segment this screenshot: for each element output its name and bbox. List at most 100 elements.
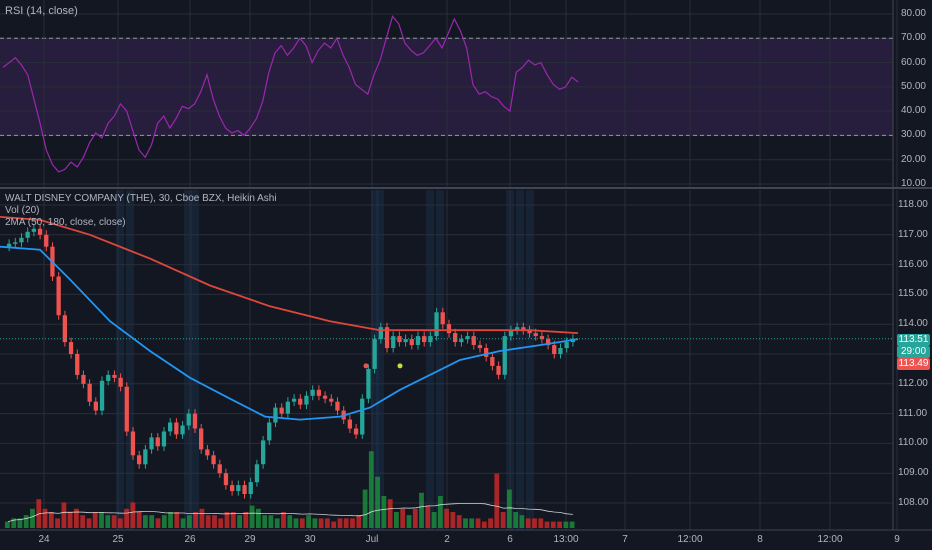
volume-bar bbox=[92, 512, 98, 528]
volume-bar bbox=[143, 515, 148, 528]
volume-bar bbox=[287, 515, 293, 528]
volume-bar bbox=[343, 518, 349, 528]
candle-body bbox=[304, 395, 309, 405]
candle-body bbox=[329, 398, 334, 402]
volume-bar bbox=[375, 476, 380, 528]
candle-body bbox=[62, 315, 67, 343]
volume-bar bbox=[563, 521, 569, 528]
volume-bar bbox=[180, 518, 186, 528]
candle-body bbox=[143, 449, 148, 465]
volume-bar bbox=[538, 518, 544, 528]
volume-bar bbox=[212, 515, 217, 528]
volume-ma-line bbox=[8, 503, 573, 522]
time-tick-label: 13:00 bbox=[553, 534, 579, 545]
candle-body bbox=[422, 336, 427, 343]
candle-body bbox=[403, 339, 408, 343]
volume-bar bbox=[5, 521, 10, 528]
volume-bar bbox=[450, 512, 456, 528]
volume-bar bbox=[30, 508, 35, 528]
volume-bar bbox=[381, 496, 387, 528]
candle-body bbox=[192, 413, 198, 429]
volume-bar bbox=[400, 508, 406, 528]
volume-bar bbox=[99, 512, 104, 528]
volume-bar bbox=[193, 512, 198, 528]
price-tick-label: 109.00 bbox=[898, 467, 929, 479]
candle-body bbox=[106, 374, 111, 381]
signal-dot bbox=[363, 363, 369, 369]
volume-bar bbox=[387, 499, 393, 528]
candle-body bbox=[6, 243, 12, 247]
volume-bar bbox=[488, 518, 493, 528]
candle-body bbox=[508, 330, 514, 337]
volume-bar bbox=[438, 496, 443, 528]
volume-bar bbox=[117, 518, 123, 528]
session-highlight bbox=[426, 190, 434, 530]
candle-body bbox=[465, 336, 470, 340]
volume-bar bbox=[136, 512, 142, 528]
volume-bar bbox=[174, 512, 180, 528]
ma-180-line bbox=[0, 216, 579, 334]
time-tick-label: 2 bbox=[444, 534, 450, 545]
price-tick-label: 111.00 bbox=[898, 407, 928, 419]
candle-body bbox=[279, 407, 284, 414]
volume-bar bbox=[293, 518, 299, 528]
volume-bar bbox=[469, 518, 475, 528]
volume-bar bbox=[507, 489, 512, 528]
rsi-tick-label: 40.00 bbox=[900, 105, 926, 117]
volume-bar bbox=[23, 515, 29, 528]
volume-bar bbox=[425, 505, 431, 528]
volume-legend: Vol (20) bbox=[5, 205, 40, 216]
rsi-tick-label: 80.00 bbox=[900, 8, 926, 19]
candle-body bbox=[533, 333, 538, 337]
volume-bar bbox=[274, 518, 280, 528]
price-legend-title: WALT DISNEY COMPANY (THE), 30, Cboe BZX,… bbox=[5, 193, 277, 204]
candle-body bbox=[205, 449, 210, 456]
volume-bar bbox=[500, 512, 506, 528]
candle-body bbox=[124, 386, 129, 432]
volume-bar bbox=[80, 515, 86, 528]
volume-bar bbox=[306, 515, 311, 528]
rsi-tick-label: 20.00 bbox=[900, 153, 926, 165]
rsi-tick-label: 60.00 bbox=[900, 56, 926, 68]
price-tick-label: 116.00 bbox=[898, 258, 928, 270]
candle-body bbox=[93, 401, 98, 411]
candle-body bbox=[558, 348, 563, 354]
rsi-tick-label: 10.00 bbox=[900, 178, 926, 189]
price-tick-label: 117.00 bbox=[898, 228, 928, 240]
volume-bar bbox=[431, 512, 437, 528]
last-price-tag: 113.51 bbox=[897, 334, 930, 346]
candle-body bbox=[347, 419, 352, 429]
volume-bar bbox=[130, 502, 136, 528]
volume-bar bbox=[463, 518, 468, 528]
signal-dot bbox=[397, 363, 403, 369]
rsi-tick-label: 70.00 bbox=[900, 32, 926, 44]
volume-bar bbox=[362, 489, 368, 528]
bar-countdown-tag: 29:00 bbox=[897, 346, 930, 358]
candle-body bbox=[353, 428, 359, 435]
volume-bar bbox=[337, 518, 343, 528]
price-tick-label: 112.00 bbox=[898, 377, 928, 389]
candle-body bbox=[564, 342, 569, 349]
time-tick-label: 29 bbox=[244, 534, 256, 545]
volume-bar bbox=[48, 512, 54, 528]
candle-body bbox=[13, 242, 18, 244]
time-tick-label: 12:00 bbox=[677, 534, 703, 545]
candle-body bbox=[496, 365, 501, 375]
volume-bar bbox=[111, 515, 117, 528]
session-highlight bbox=[184, 190, 192, 530]
price-tick-label: 110.00 bbox=[898, 437, 928, 449]
candle-body bbox=[149, 437, 154, 450]
candle-body bbox=[366, 368, 371, 399]
candle-body bbox=[527, 330, 532, 334]
candle-body bbox=[428, 336, 433, 343]
candle-body bbox=[521, 327, 526, 331]
session-highlight bbox=[376, 190, 384, 530]
candle-body bbox=[236, 485, 241, 492]
volume-bar bbox=[325, 518, 330, 528]
price-tick-label: 108.00 bbox=[898, 497, 929, 508]
volume-bar bbox=[513, 512, 519, 528]
candle-body bbox=[118, 377, 123, 387]
candle-body bbox=[360, 398, 365, 435]
candle-body bbox=[248, 482, 253, 494]
